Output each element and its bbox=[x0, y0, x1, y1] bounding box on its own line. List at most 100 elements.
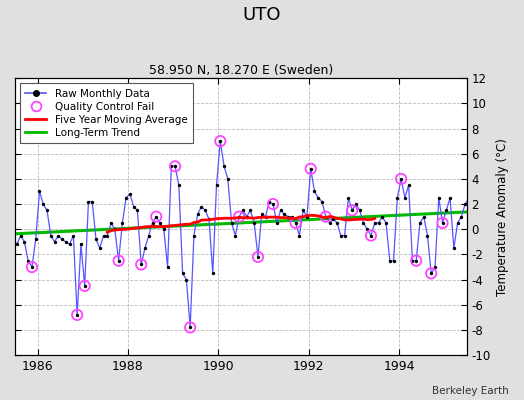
Point bbox=[348, 207, 356, 214]
Point bbox=[427, 270, 435, 276]
Point bbox=[50, 239, 59, 245]
Point bbox=[284, 214, 292, 220]
Point bbox=[54, 232, 62, 239]
Point bbox=[288, 214, 296, 220]
Point bbox=[472, 245, 481, 251]
Point bbox=[272, 220, 281, 226]
Point bbox=[148, 220, 157, 226]
Point bbox=[152, 214, 160, 220]
Point bbox=[386, 258, 394, 264]
Point bbox=[450, 245, 458, 251]
Point bbox=[126, 191, 134, 197]
Point bbox=[303, 214, 311, 220]
Point bbox=[269, 201, 277, 207]
Point bbox=[235, 214, 243, 220]
Text: UTO: UTO bbox=[243, 6, 281, 24]
Point bbox=[439, 220, 447, 226]
Point bbox=[355, 207, 364, 214]
Point bbox=[178, 270, 187, 276]
Point bbox=[254, 254, 262, 260]
Point bbox=[209, 270, 217, 276]
Point bbox=[307, 166, 315, 172]
Point bbox=[35, 188, 43, 195]
Point bbox=[39, 201, 48, 207]
Point bbox=[81, 283, 89, 289]
Point bbox=[295, 232, 303, 239]
Point bbox=[341, 232, 349, 239]
Point bbox=[261, 214, 270, 220]
Point bbox=[122, 194, 130, 201]
Point bbox=[216, 138, 224, 144]
Point bbox=[329, 216, 337, 222]
Point bbox=[243, 214, 251, 220]
Point bbox=[174, 182, 183, 188]
Point bbox=[367, 232, 375, 239]
Point bbox=[5, 245, 14, 251]
Point bbox=[336, 232, 345, 239]
Point bbox=[310, 188, 319, 195]
Point bbox=[423, 232, 432, 239]
Point bbox=[31, 236, 40, 242]
Point bbox=[103, 232, 112, 239]
Point bbox=[43, 207, 51, 214]
Point bbox=[167, 163, 176, 170]
Point bbox=[201, 207, 210, 214]
Point bbox=[220, 163, 228, 170]
Point bbox=[457, 214, 465, 220]
Point bbox=[145, 232, 153, 239]
Point bbox=[77, 241, 85, 248]
Point bbox=[216, 138, 224, 144]
Point bbox=[254, 254, 262, 260]
Point bbox=[431, 264, 439, 270]
Point bbox=[0, 207, 2, 214]
Point bbox=[374, 220, 383, 226]
Point bbox=[405, 182, 413, 188]
Point bbox=[348, 207, 356, 214]
Point bbox=[69, 232, 78, 239]
Point bbox=[299, 207, 308, 214]
Point bbox=[382, 220, 390, 226]
Point bbox=[363, 226, 372, 232]
Point bbox=[152, 214, 160, 220]
Point bbox=[186, 324, 194, 331]
Point bbox=[133, 207, 141, 214]
Point bbox=[465, 194, 473, 201]
Point bbox=[352, 201, 360, 207]
Point bbox=[5, 245, 14, 251]
Point bbox=[439, 220, 447, 226]
Point bbox=[28, 264, 36, 270]
Point bbox=[344, 194, 353, 201]
Point bbox=[291, 220, 300, 226]
Point bbox=[291, 220, 300, 226]
Point bbox=[0, 194, 6, 201]
Point bbox=[92, 236, 100, 242]
Point bbox=[416, 220, 424, 226]
Point bbox=[111, 226, 119, 232]
Point bbox=[333, 220, 341, 226]
Point bbox=[182, 276, 191, 283]
Point bbox=[412, 258, 420, 264]
Point bbox=[197, 203, 205, 210]
Point bbox=[81, 283, 89, 289]
Point bbox=[389, 258, 398, 264]
Point bbox=[427, 270, 435, 276]
Point bbox=[205, 216, 213, 222]
Point bbox=[453, 220, 462, 226]
Point bbox=[141, 245, 149, 251]
Point bbox=[434, 194, 443, 201]
Point bbox=[378, 214, 387, 220]
Point bbox=[442, 207, 451, 214]
Point bbox=[393, 194, 401, 201]
Point bbox=[212, 182, 221, 188]
Point bbox=[163, 264, 172, 270]
Point bbox=[62, 239, 70, 245]
Point bbox=[224, 176, 232, 182]
Point bbox=[73, 312, 81, 318]
Point bbox=[137, 261, 145, 268]
Point bbox=[28, 264, 36, 270]
Point bbox=[397, 176, 406, 182]
Point bbox=[73, 312, 81, 318]
Point bbox=[484, 194, 492, 201]
Point bbox=[137, 261, 145, 268]
Point bbox=[2, 232, 10, 239]
